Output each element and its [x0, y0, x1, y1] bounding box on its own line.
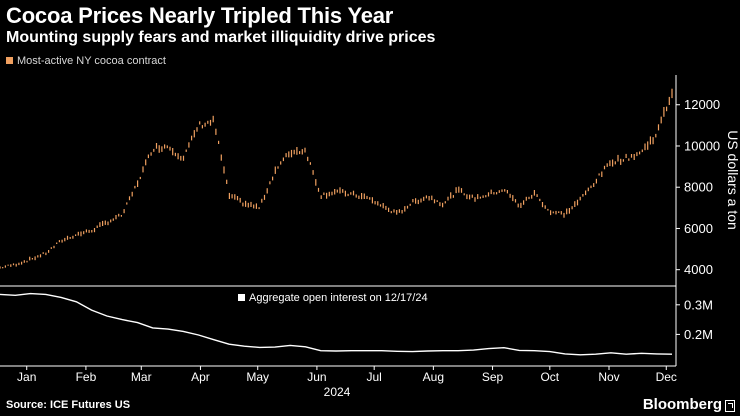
- price-y-tick-label: 6000: [684, 221, 713, 236]
- price-legend: Most-active NY cocoa contract: [6, 55, 166, 67]
- x-tick-label: Apr: [191, 370, 210, 384]
- price-y-tick-label: 4000: [684, 262, 713, 277]
- x-tick-label: Feb: [76, 370, 97, 384]
- oi-y-tick-label: 0.3M: [684, 297, 713, 312]
- price-y-axis-label: US dollars a ton: [725, 130, 740, 230]
- x-tick-label: May: [246, 370, 269, 384]
- price-legend-swatch: [6, 57, 13, 64]
- x-tick-label: Jul: [367, 370, 382, 384]
- bloomberg-logo: Bloomberg: [642, 396, 722, 413]
- x-tick-label: Oct: [540, 370, 559, 384]
- price-legend-label: Most-active NY cocoa contract: [17, 55, 166, 67]
- price-y-tick-label: 10000: [684, 138, 720, 153]
- oi-y-tick-label: 0.2M: [684, 327, 713, 342]
- x-axis: Jan Feb Mar Apr May Jun Jul Aug Sep Oct Nov Dec: [17, 366, 677, 384]
- oi-legend-swatch: [238, 294, 245, 301]
- x-axis-year-label: 2024: [324, 385, 351, 399]
- price-panel: 4000 6000 8000 10000 12000 US dollars a ton: [0, 88, 740, 277]
- x-tick-label: Sep: [482, 370, 504, 384]
- price-ohlc-bars: [0, 88, 673, 269]
- x-tick-label: Jun: [307, 370, 326, 384]
- chart-title: Cocoa Prices Nearly Tripled This Year: [6, 3, 394, 28]
- source-note: Source: ICE Futures US: [6, 399, 131, 411]
- x-tick-label: Aug: [423, 370, 444, 384]
- chart-subtitle: Mounting supply fears and market illiqui…: [6, 29, 436, 46]
- x-tick-label: Dec: [656, 370, 677, 384]
- x-tick-label: Mar: [131, 370, 152, 384]
- open-interest-panel: Aggregate open interest on 12/17/24 0.2M…: [0, 292, 713, 356]
- open-interest-line: [0, 292, 673, 356]
- x-tick-label: Nov: [598, 370, 619, 384]
- price-y-tick-label: 8000: [684, 180, 713, 195]
- oi-y-axis: 0.2M 0.3M: [676, 297, 713, 342]
- price-y-tick-label: 12000: [684, 97, 720, 112]
- bloomberg-expand-icon: [725, 400, 735, 412]
- price-y-axis: 4000 6000 8000 10000 12000: [676, 97, 720, 277]
- x-tick-label: Jan: [17, 370, 36, 384]
- oi-legend-label: Aggregate open interest on 12/17/24: [249, 292, 428, 304]
